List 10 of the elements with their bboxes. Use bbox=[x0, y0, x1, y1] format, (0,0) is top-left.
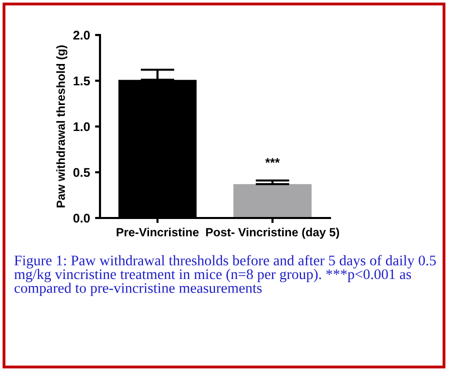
y-tick-label: 0.0 bbox=[73, 214, 90, 223]
x-tick-label: Post- Vincristine (day 5) bbox=[206, 228, 340, 239]
y-tick-label: 1.0 bbox=[74, 122, 90, 132]
y-tick-label: 1.5 bbox=[74, 76, 90, 86]
y-axis-title: Paw withdrawal threshold (g) bbox=[56, 45, 68, 208]
y-tick-label: 2.0 bbox=[73, 30, 90, 40]
annotation: *** bbox=[265, 158, 280, 163]
x-tick-label: Pre-Vincristine bbox=[116, 228, 199, 236]
caption: Figure 1: Paw withdrawal thresholds before and after 5 days of daily 0.5 mg/kg vincristine treatment in mice (n=8 per group). ***p<0.001 as compared to pre-vincristine measurements bbox=[14, 255, 436, 296]
y-tick-label: 0.5 bbox=[73, 168, 90, 177]
